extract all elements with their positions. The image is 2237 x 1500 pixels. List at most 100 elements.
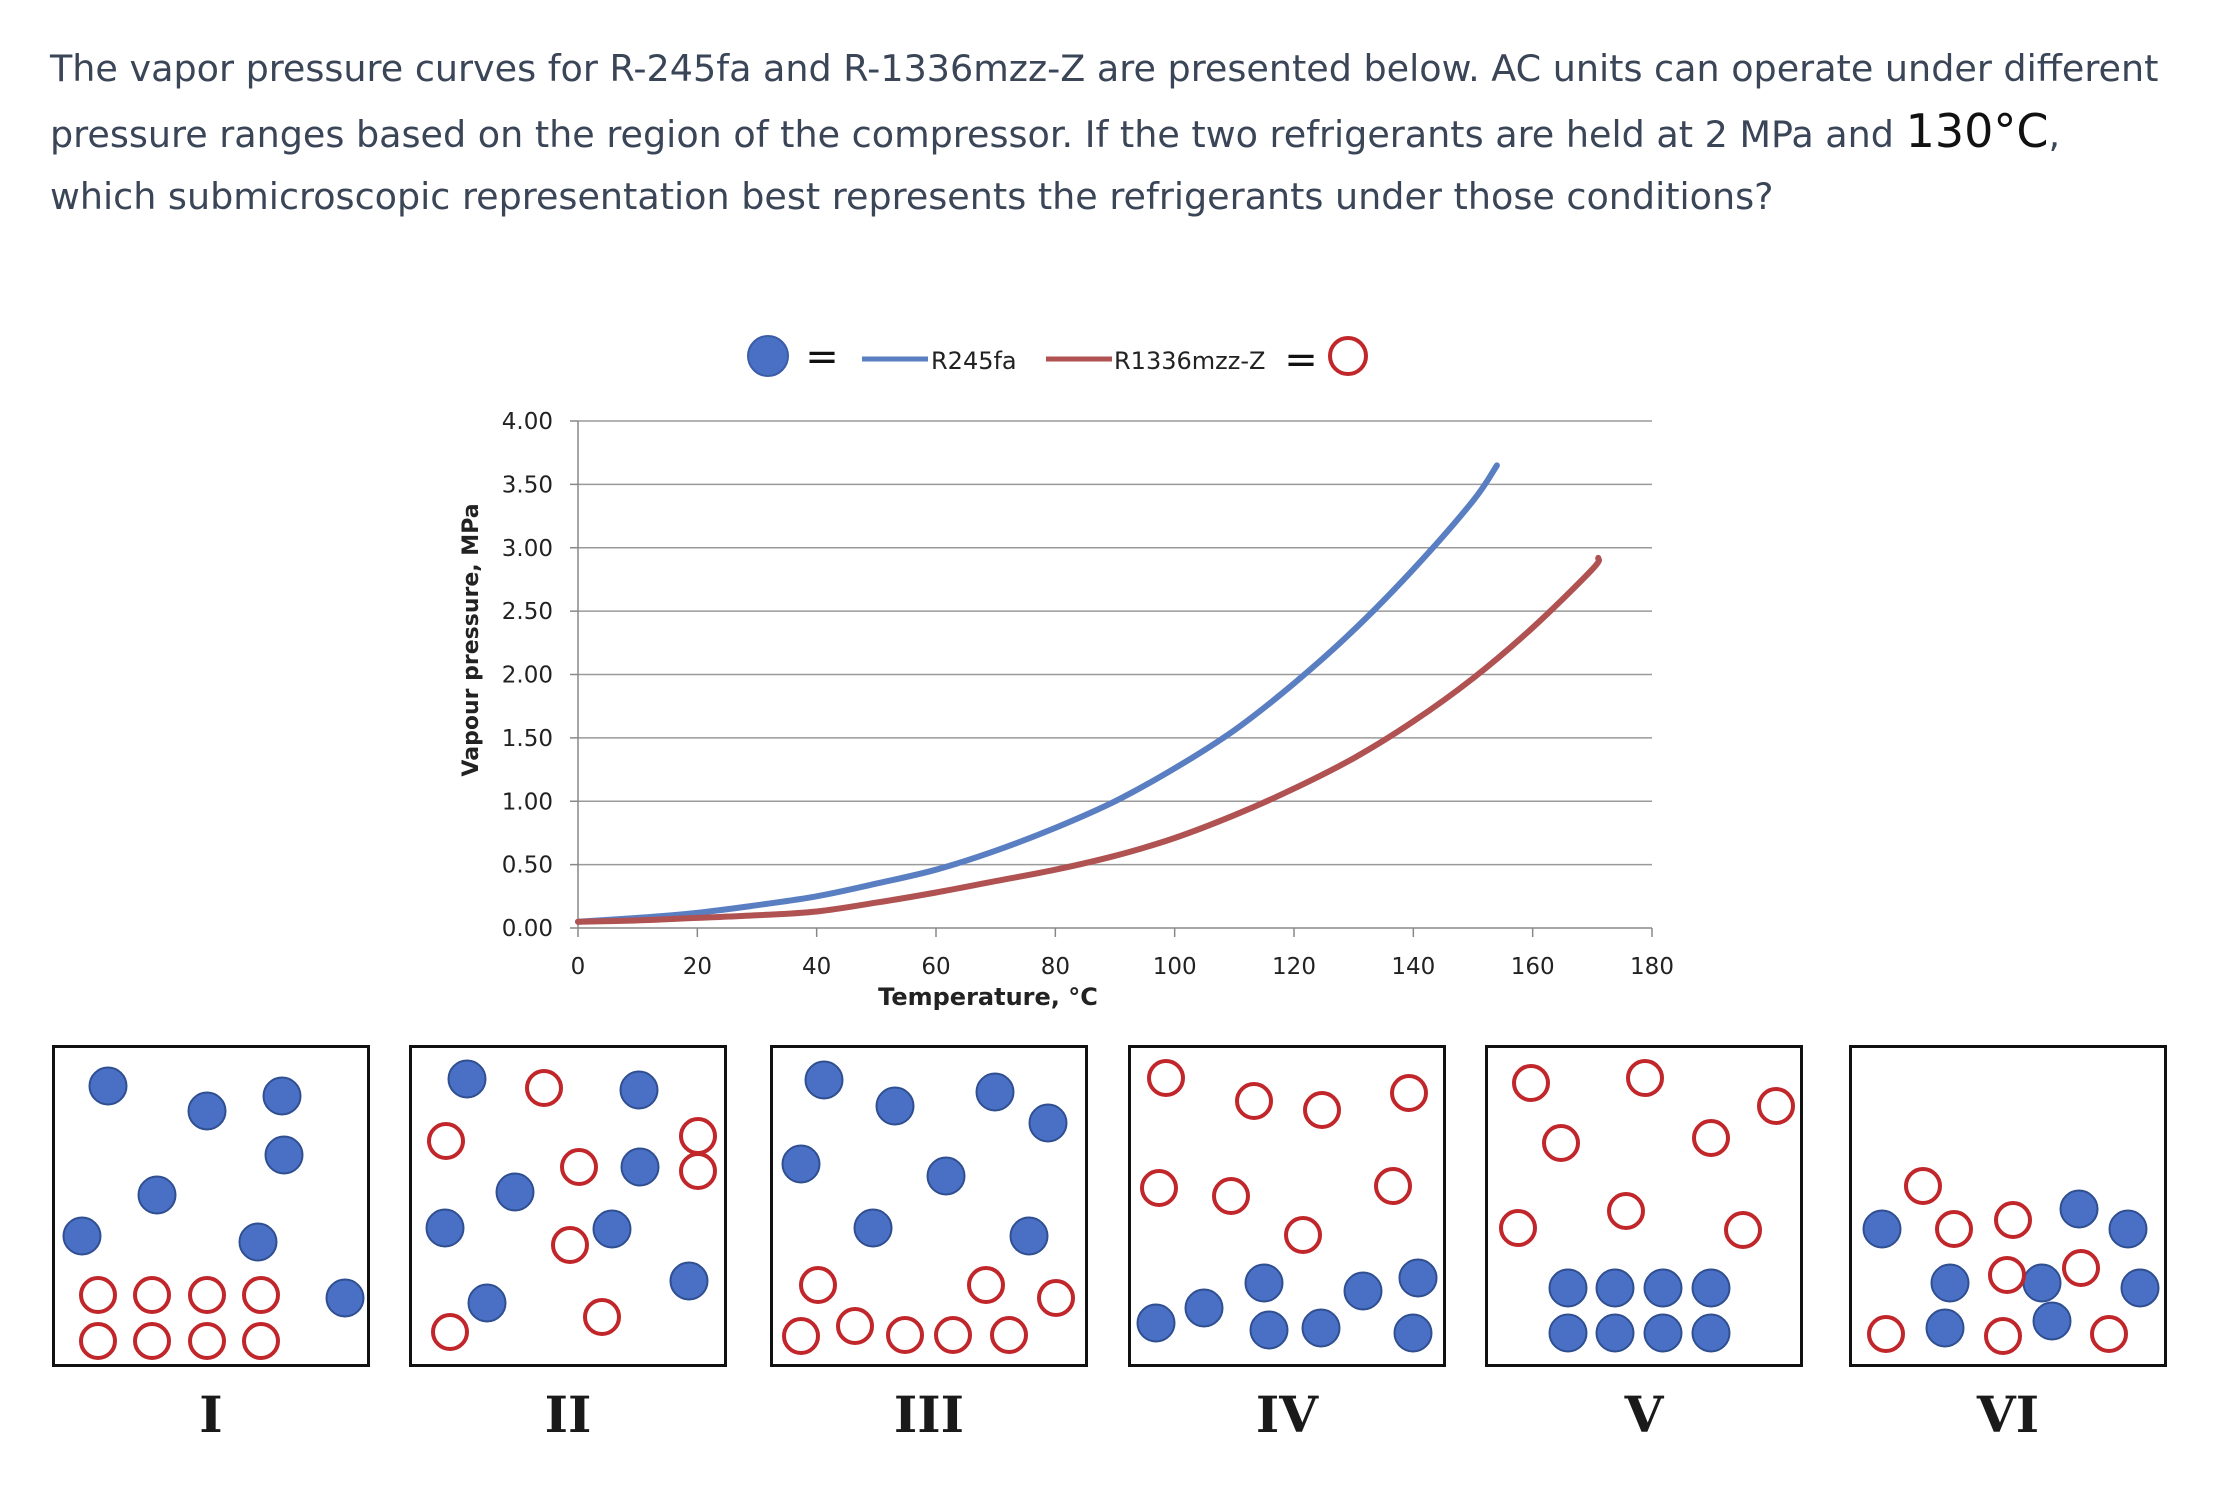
particle-panel-vi[interactable]: [1849, 1045, 2167, 1367]
open-particle: [886, 1316, 924, 1354]
filled-particle: [1009, 1216, 1049, 1256]
open-particle: [1692, 1119, 1730, 1157]
filled-particle: [238, 1222, 278, 1262]
filled-particle: [975, 1072, 1015, 1112]
filled-particle: [1548, 1313, 1588, 1353]
open-particle: [1904, 1167, 1942, 1205]
x-tick-label: 20: [683, 954, 712, 980]
open-particle: [2090, 1315, 2128, 1353]
open-particle: [1867, 1315, 1905, 1353]
filled-particle: [620, 1147, 660, 1187]
particle-panel-i[interactable]: [52, 1045, 370, 1367]
open-particle: [560, 1148, 598, 1186]
open-particle: [1757, 1087, 1795, 1125]
filled-particle: [2120, 1268, 2160, 1308]
particle-panel-iv[interactable]: [1128, 1045, 1446, 1367]
filled-particle: [264, 1135, 304, 1175]
open-particle: [1984, 1317, 2022, 1355]
legend-equals-left: =: [805, 334, 839, 380]
panel-label-iv: IV: [1255, 1385, 1319, 1444]
filled-particle: [1643, 1313, 1683, 1353]
y-tick-label: 0.00: [502, 916, 553, 942]
x-tick-label: 0: [571, 954, 586, 980]
filled-particle: [804, 1060, 844, 1100]
filled-particle: [592, 1209, 632, 1249]
filled-particle: [62, 1216, 102, 1256]
open-particle: [1724, 1211, 1762, 1249]
filled-particle: [262, 1076, 302, 1116]
filled-particle: [875, 1086, 915, 1126]
filled-particle: [1244, 1263, 1284, 1303]
open-particle: [79, 1322, 117, 1360]
filled-particle: [619, 1070, 659, 1110]
filled-particle: [1301, 1308, 1341, 1348]
x-tick-label: 180: [1630, 954, 1674, 980]
question-temperature: 130°C: [1905, 104, 2049, 158]
filled-particle: [1925, 1308, 1965, 1348]
open-particle: [431, 1313, 469, 1351]
open-particle: [679, 1117, 717, 1155]
open-particle: [679, 1152, 717, 1190]
open-particle: [1140, 1169, 1178, 1207]
y-tick-label: 1.50: [502, 726, 553, 752]
filled-particle: [926, 1156, 966, 1196]
filled-particle: [1691, 1313, 1731, 1353]
filled-particle: [187, 1091, 227, 1131]
filled-particle: [425, 1208, 465, 1248]
filled-particle: [1393, 1313, 1433, 1353]
x-axis-label: Temperature, °C: [878, 983, 1098, 1010]
filled-particle: [1691, 1268, 1731, 1308]
particle-panel-ii[interactable]: [409, 1045, 727, 1367]
filled-particle: [2059, 1189, 2099, 1229]
open-particle: [188, 1322, 226, 1360]
filled-particle: [1136, 1303, 1176, 1343]
y-axis-label: Vapour pressure, MPa: [459, 503, 484, 776]
filled-particle: [1184, 1288, 1224, 1328]
legend-filled-circle: [747, 335, 789, 377]
open-particle: [1512, 1064, 1550, 1102]
x-tick-label: 80: [1041, 954, 1070, 980]
open-particle: [836, 1307, 874, 1345]
filled-particle: [1398, 1258, 1438, 1298]
panel-label-v: V: [1624, 1385, 1664, 1444]
open-particle: [1499, 1209, 1537, 1247]
filled-particle: [853, 1208, 893, 1248]
x-tick-label: 100: [1153, 954, 1197, 980]
particle-panel-iii[interactable]: [770, 1045, 1088, 1367]
y-tick-label: 3.00: [502, 536, 553, 562]
open-particle: [1212, 1177, 1250, 1215]
filled-particle: [2022, 1263, 2062, 1303]
question-part1: The vapor pressure curves for R-245fa an…: [50, 47, 2159, 156]
filled-particle: [2032, 1301, 2072, 1341]
open-particle: [1235, 1082, 1273, 1120]
open-particle: [427, 1122, 465, 1160]
open-particle: [1037, 1279, 1075, 1317]
x-tick-label: 60: [921, 954, 950, 980]
question-text: The vapor pressure curves for R-245fa an…: [50, 38, 2170, 228]
open-particle: [242, 1322, 280, 1360]
open-particle: [1607, 1192, 1645, 1230]
x-tick-label: 160: [1511, 954, 1555, 980]
y-tick-label: 4.00: [502, 409, 553, 435]
open-particle: [799, 1266, 837, 1304]
filled-particle: [1595, 1268, 1635, 1308]
legend-open-circle: [1328, 336, 1368, 376]
filled-particle: [1643, 1268, 1683, 1308]
y-tick-label: 2.00: [502, 663, 553, 689]
open-particle: [551, 1226, 589, 1264]
r245fa-curve: [575, 462, 1500, 925]
x-tick-label: 120: [1272, 954, 1316, 980]
filled-particle: [137, 1175, 177, 1215]
filled-particle: [1249, 1310, 1289, 1350]
legend-equals-right: =: [1284, 337, 1318, 383]
chart-axes: 0.00 0.50 1.00 1.50 2.00 2.50 3.00 3.50 4.00 0 20 4…: [502, 409, 1674, 980]
legend-r1336mzz-label: R1336mzz-Z: [1114, 347, 1265, 375]
panel-label-vi: VI: [1976, 1385, 2040, 1444]
open-particle: [79, 1276, 117, 1314]
particle-panel-v[interactable]: [1485, 1045, 1803, 1367]
panel-label-ii: II: [544, 1385, 592, 1444]
chart-legend: = R245fa R1336mzz-Z =: [747, 334, 1368, 383]
vapor-pressure-chart: = R245fa R1336mzz-Z = 0.00 0.50 1.00 1.50 2.…: [459, 334, 1674, 1010]
open-particle: [1935, 1210, 1973, 1248]
open-particle: [1988, 1256, 2026, 1294]
